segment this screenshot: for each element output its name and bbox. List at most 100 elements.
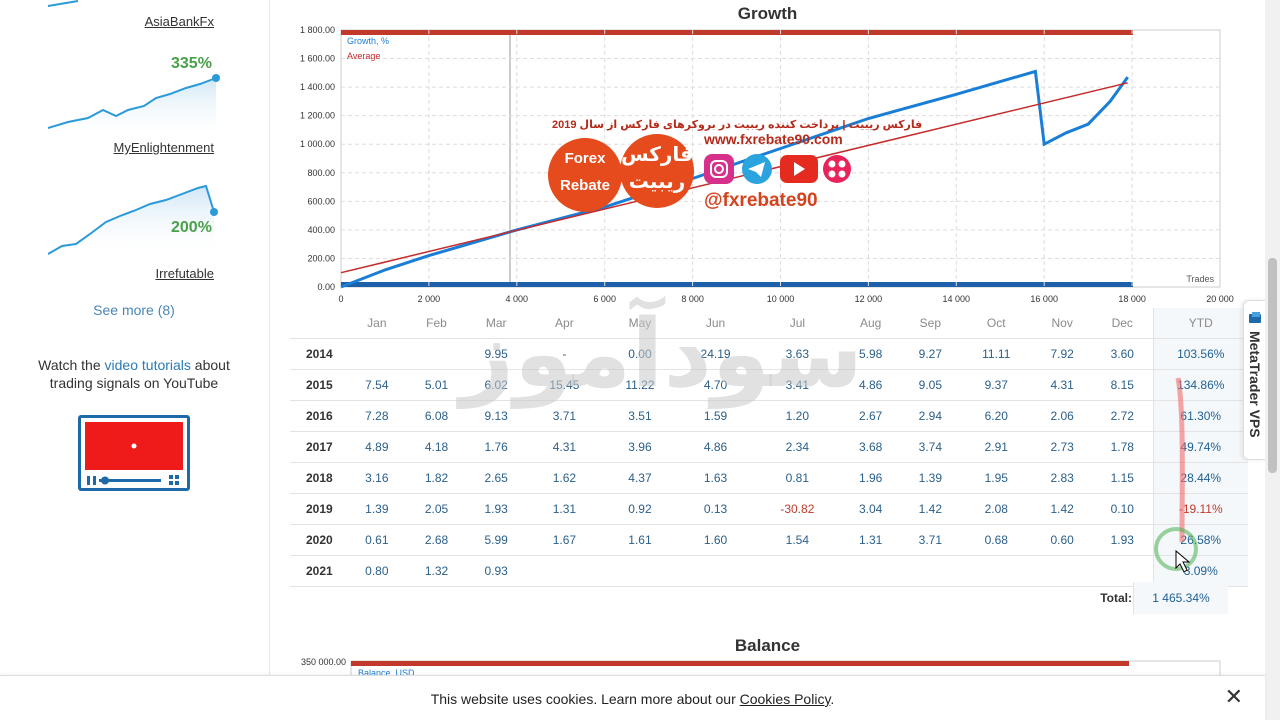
month-cell: 3.04: [840, 493, 901, 525]
video-tutorials-link[interactable]: video tutorials: [104, 357, 191, 373]
month-cell: [526, 555, 603, 587]
ytd-cell[interactable]: 3.09%: [1152, 555, 1248, 587]
month-cell: 9.37: [960, 369, 1033, 401]
year-cell: 2014: [290, 338, 347, 370]
month-cell: 2.34: [753, 431, 841, 463]
month-cell: 3.16: [347, 462, 407, 494]
cookie-text: This website uses cookies. Learn more ab…: [0, 691, 1265, 707]
header-month: Jan: [347, 308, 407, 339]
month-cell: [677, 555, 754, 587]
close-icon[interactable]: ✕: [1224, 684, 1243, 709]
social-icons: [704, 154, 851, 184]
mouse-cursor-icon: [1175, 549, 1191, 573]
ytd-cell[interactable]: 61.30%: [1152, 400, 1248, 432]
signals-sidebar: AsiaBankFx 335% MyEnlightenment 200% Irr…: [0, 0, 270, 720]
month-cell: [900, 555, 961, 587]
month-cell: 1.78: [1092, 431, 1153, 463]
table-row: 2015 7.54 5.01 6.02 15.45 11.22 4.70 3.41 4.86 9.…: [290, 369, 1248, 401]
signal-link-asiabankfx[interactable]: AsiaBankFx: [144, 14, 214, 29]
month-cell: 9.95: [466, 338, 527, 370]
month-cell: [347, 338, 407, 370]
ytd-cell[interactable]: 103.56%: [1152, 338, 1248, 370]
month-cell: 15.45: [526, 369, 603, 401]
month-cell: 7.54: [347, 369, 407, 401]
y-tick-label: 1 000.00: [300, 139, 335, 149]
video-tutorials-text: Watch the video tutorials about trading …: [20, 356, 248, 392]
youtube-video-icon[interactable]: [78, 415, 190, 491]
table-row: 2017 4.89 4.18 1.76 4.31 3.96 4.86 2.34 3.68 3.74…: [290, 431, 1248, 463]
month-cell: 1.67: [526, 524, 603, 556]
month-cell: 6.08: [406, 400, 467, 432]
month-cell: 7.92: [1032, 338, 1092, 370]
page-scrollbar[interactable]: [1265, 0, 1280, 720]
year-cell: 2016: [290, 400, 347, 432]
ytd-cell[interactable]: 49.74%: [1152, 431, 1248, 463]
cookie-banner: This website uses cookies. Learn more ab…: [0, 675, 1265, 720]
header-month: Apr: [526, 308, 603, 339]
month-cell: 1.20: [753, 400, 841, 432]
series-line-average: [340, 82, 1128, 274]
cookies-policy-link[interactable]: Cookies Policy: [739, 691, 831, 707]
growth-chart-title: Growth: [737, 4, 798, 23]
table-row: 2016 7.28 6.08 9.13 3.71 3.51 1.59 1.20 2.67 2.94…: [290, 400, 1248, 432]
legend-average: Average: [347, 51, 380, 61]
ytd-cell[interactable]: -19.11%: [1152, 493, 1248, 525]
month-cell: 1.62: [526, 462, 603, 494]
month-cell: 1.39: [900, 462, 961, 494]
month-cell: 6.02: [466, 369, 527, 401]
instagram-icon: [704, 154, 734, 184]
watch-prefix: Watch the: [38, 357, 105, 373]
header-month: Jul: [753, 308, 841, 339]
month-cell: 3.63: [753, 338, 841, 370]
total-value: 1 465.34%: [1133, 582, 1228, 614]
x-tick-label: 0: [338, 294, 343, 304]
month-cell: 9.13: [466, 400, 527, 432]
table-header-row: Jan Feb Mar Apr May Jun Jul Aug Sep Oct Nov Dec YTD: [290, 308, 1248, 339]
header-year: [290, 308, 347, 339]
month-cell: 4.86: [677, 431, 754, 463]
sparkline-irrefutable: [48, 184, 218, 258]
scrollbar-thumb[interactable]: [1268, 258, 1277, 473]
month-cell: 0.92: [602, 493, 678, 525]
watermark-text: سودآموز: [460, 300, 864, 409]
aparat-icon: [823, 155, 851, 183]
month-cell: 4.31: [526, 431, 603, 463]
header-ytd: YTD: [1152, 308, 1248, 339]
ytd-cell[interactable]: 28.44%: [1152, 462, 1248, 494]
signal-main-content: Growth 1 800.00 1 600.00 1 400.00 1 200.00 1…: [270, 0, 1265, 720]
table-row: 2019 1.39 2.05 1.93 1.31 0.92 0.13 -30.82 3.04 1.…: [290, 493, 1248, 525]
y-tick-label: 600.00: [307, 196, 335, 206]
y-tick-label: 1 400.00: [300, 82, 335, 92]
month-cell: 2.06: [1032, 400, 1092, 432]
year-cell: 2020: [290, 524, 347, 556]
signal-link-myenlightenment[interactable]: MyEnlightenment: [113, 140, 214, 155]
x-axis-label: Trades: [1186, 274, 1214, 284]
month-cell: 11.22: [602, 369, 678, 401]
month-cell: 0.60: [1032, 524, 1092, 556]
forex-rebate-fa-logo: فارکس ریبیت: [620, 134, 694, 208]
month-cell: [840, 555, 901, 587]
logo-text-forex: Forex: [564, 150, 606, 167]
signal-growth-percent: 335%: [171, 55, 212, 72]
month-cell: 3.41: [753, 369, 841, 401]
signal-growth-percent: 200%: [171, 219, 212, 236]
promo-tagline: فارکس ریبیت | برداخت کننده ریبیت در بروک…: [552, 119, 923, 131]
month-cell: 4.70: [677, 369, 754, 401]
month-cell: 0.61: [347, 524, 407, 556]
month-cell: 5.98: [840, 338, 901, 370]
metatrader-vps-tab[interactable]: MetaTrader VPS: [1243, 300, 1265, 460]
legend-growth: Growth, %: [347, 36, 389, 46]
see-more-link[interactable]: See more (8): [93, 302, 175, 318]
x-tick-label: 12 000: [855, 294, 883, 304]
year-cell: 2019: [290, 493, 347, 525]
ytd-cell[interactable]: 134.86%: [1152, 369, 1248, 401]
x-tick-label: 18 000: [1118, 294, 1146, 304]
month-cell: 1.93: [466, 493, 527, 525]
month-cell: 0.81: [753, 462, 841, 494]
signal-link-irrefutable[interactable]: Irrefutable: [155, 266, 214, 281]
x-tick-label: 10 000: [767, 294, 795, 304]
month-cell: 1.42: [900, 493, 961, 525]
balance-chart-title: Balance: [734, 636, 801, 655]
month-cell: -: [526, 338, 603, 370]
